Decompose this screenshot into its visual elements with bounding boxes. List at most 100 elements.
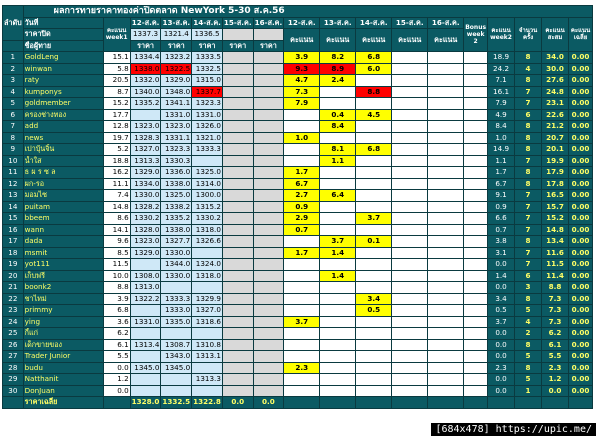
bonus-week2 bbox=[463, 269, 489, 282]
total-header: คะแนนสะสม bbox=[541, 16, 570, 52]
daily-score bbox=[355, 327, 393, 340]
daily-score: 3.7 bbox=[355, 212, 393, 225]
predicted-price bbox=[252, 338, 285, 351]
predicted-price bbox=[252, 154, 285, 167]
play-count: 5 bbox=[514, 304, 543, 317]
week2-score: 7.9 bbox=[487, 97, 516, 110]
bonus-week2 bbox=[463, 154, 489, 167]
daily-score bbox=[427, 338, 465, 351]
daily-score bbox=[319, 85, 357, 98]
daily-score bbox=[319, 315, 357, 328]
daily-score bbox=[427, 131, 465, 144]
member-name: raty bbox=[22, 74, 104, 87]
row-number: 15 bbox=[2, 212, 24, 225]
week2-score: 9.1 bbox=[487, 189, 516, 202]
daily-score bbox=[391, 281, 429, 294]
average-score: 0.00 bbox=[568, 373, 594, 386]
total-score: 11.5 bbox=[541, 258, 570, 271]
average-score: 0.00 bbox=[568, 200, 594, 213]
predicted-price: 1333.3 bbox=[160, 292, 193, 305]
daily-score bbox=[427, 143, 465, 156]
row-number: 20 bbox=[2, 269, 24, 282]
table-row: 5 goldmember 15.2 1335.2 1341.1 1323.3 7.9 7.9 7… bbox=[2, 97, 594, 110]
daily-score bbox=[355, 189, 393, 202]
table-row: 22 ชาไทม่ 3.9 1322.2 1333.3 1329.9 3.4 3.4 8 7.3 0… bbox=[2, 292, 594, 305]
play-count: 7 bbox=[514, 189, 543, 202]
daily-score bbox=[283, 258, 321, 271]
week1-score: 3.6 bbox=[102, 315, 131, 328]
average-score: 0.00 bbox=[568, 108, 594, 121]
daily-score: 2.9 bbox=[283, 212, 321, 225]
daily-score bbox=[283, 154, 321, 167]
daily-score: 3.4 bbox=[355, 292, 393, 305]
daily-score bbox=[427, 51, 465, 64]
row-number: 9 bbox=[2, 143, 24, 156]
row-number: 1 bbox=[2, 51, 24, 64]
predicted-price bbox=[191, 384, 223, 397]
daily-score bbox=[391, 143, 429, 156]
daily-score bbox=[355, 373, 393, 386]
table-row: 13 มอมไซ 7.4 1330.0 1325.0 1300.0 2.7 6.4 9.1 7 16… bbox=[2, 189, 594, 202]
predicted-price bbox=[221, 189, 254, 202]
row-number: 25 bbox=[2, 327, 24, 340]
member-name: primmy bbox=[22, 304, 104, 317]
table-row: 4 kumponys 8.7 1340.0 1348.0 1337.7 7.3 8.8 16.1… bbox=[2, 85, 594, 98]
member-name: wann bbox=[22, 223, 104, 236]
average-score: 0.00 bbox=[568, 223, 594, 236]
daily-score: 8.8 bbox=[355, 85, 393, 98]
play-count: 7 bbox=[514, 223, 543, 236]
predicted-price bbox=[129, 384, 162, 397]
daily-score bbox=[427, 350, 465, 363]
bonus-week2 bbox=[463, 131, 489, 144]
total-score: 34.0 bbox=[541, 51, 570, 64]
predicted-price bbox=[129, 350, 162, 363]
table-row: 28 budu 0.0 1345.0 1345.0 2.3 2.3 8 2.3 0.00 bbox=[2, 361, 594, 374]
bonus-week2 bbox=[463, 120, 489, 133]
daily-score bbox=[427, 212, 465, 225]
score-date-header-1: 13-ส.ค. bbox=[319, 16, 357, 29]
week1-score: 14.8 bbox=[102, 200, 131, 213]
index-header: ลำดับ bbox=[2, 5, 24, 41]
predicted-price: 1323.2 bbox=[160, 51, 193, 64]
bonus-week2 bbox=[463, 327, 489, 340]
predicted-price bbox=[252, 327, 285, 340]
predicted-price: 1322.2 bbox=[129, 292, 162, 305]
predicted-price bbox=[129, 373, 162, 386]
daily-score bbox=[283, 143, 321, 156]
week2-score: 0.0 bbox=[487, 350, 516, 363]
date-header-4: 16-ส.ค. bbox=[252, 16, 285, 29]
week1-score: 8.8 bbox=[102, 281, 131, 294]
total-score: 11.4 bbox=[541, 269, 570, 282]
daily-score: 3.7 bbox=[283, 315, 321, 328]
total-score: 22.6 bbox=[541, 108, 570, 121]
predicted-price bbox=[221, 212, 254, 225]
predicted-price bbox=[252, 166, 285, 179]
daily-score: 8.4 bbox=[319, 120, 357, 133]
average-score: 0.00 bbox=[568, 131, 594, 144]
week2-score: 3.1 bbox=[487, 246, 516, 259]
predicted-price bbox=[252, 361, 285, 374]
predicted-price bbox=[221, 108, 254, 121]
predicted-price: 1328.0 bbox=[129, 223, 162, 236]
daily-score: 1.1 bbox=[319, 154, 357, 167]
daily-score bbox=[355, 338, 393, 351]
daily-score: 3.7 bbox=[319, 235, 357, 248]
daily-score bbox=[391, 384, 429, 397]
bonus-week2 bbox=[463, 166, 489, 179]
score-date-header-3: 15-ส.ค. bbox=[391, 16, 429, 29]
bonus-week2 bbox=[463, 281, 489, 294]
predicted-price: 1330.0 bbox=[160, 269, 193, 282]
predicted-price bbox=[191, 327, 223, 340]
week2-score: 8.4 bbox=[487, 120, 516, 133]
total-score: 2.3 bbox=[541, 361, 570, 374]
average-score: 0.00 bbox=[568, 246, 594, 259]
week2-score: 7.1 bbox=[487, 74, 516, 87]
daily-score bbox=[427, 327, 465, 340]
bonus-week2 bbox=[463, 108, 489, 121]
daily-score bbox=[391, 177, 429, 190]
predicted-price bbox=[129, 258, 162, 271]
daily-score bbox=[283, 327, 321, 340]
predicted-price bbox=[160, 373, 193, 386]
predicted-price bbox=[252, 85, 285, 98]
daily-score bbox=[391, 258, 429, 271]
